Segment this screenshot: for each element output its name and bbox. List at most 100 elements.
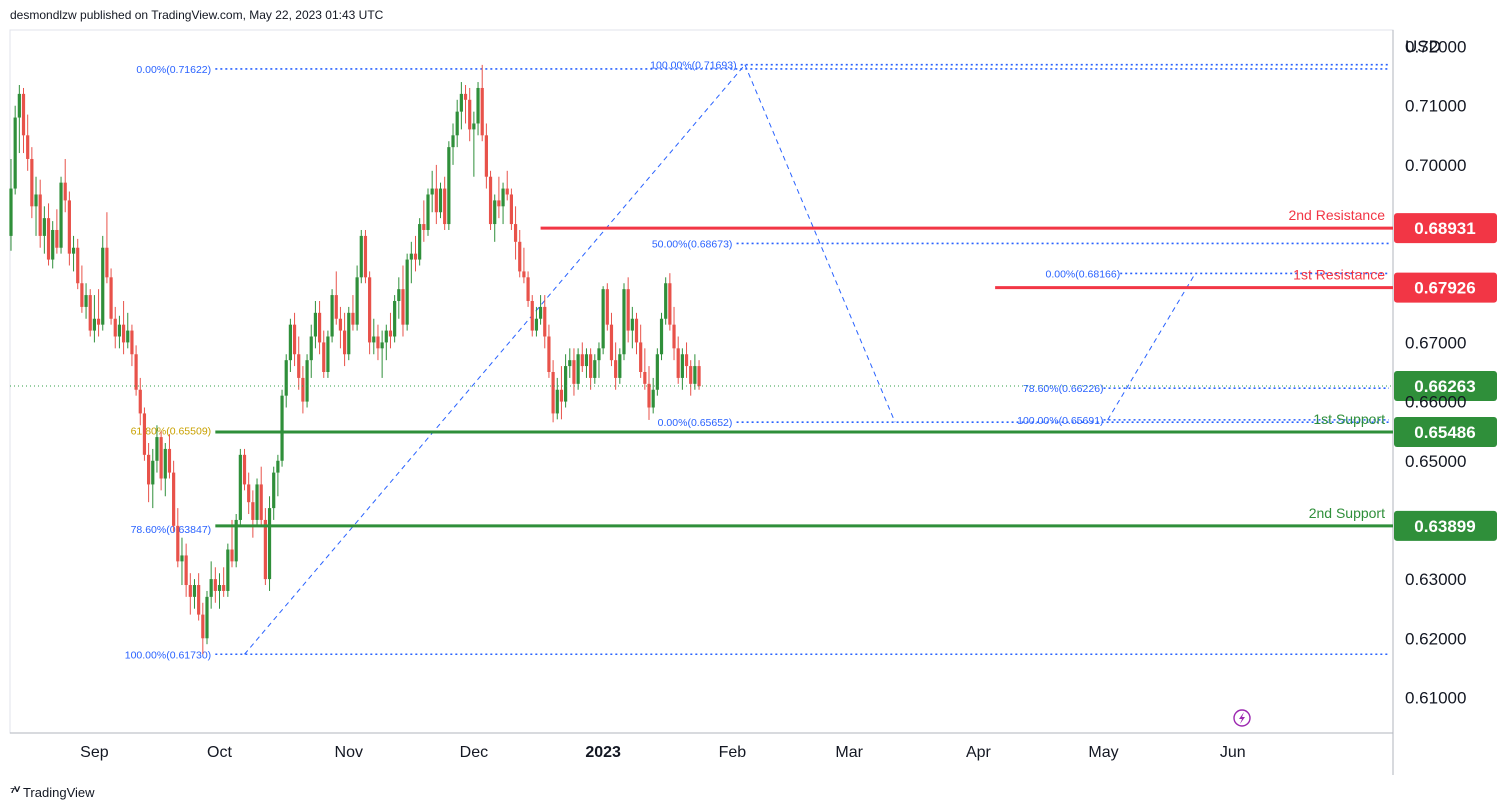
candle-body	[455, 111, 459, 136]
candle-body	[401, 289, 405, 325]
candle	[393, 295, 397, 343]
candle-body	[292, 324, 297, 355]
candle	[84, 283, 88, 319]
time-tick-label: Dec	[460, 744, 488, 761]
support-price-tag	[1394, 510, 1497, 541]
candle-body	[63, 182, 67, 201]
candle-body	[359, 235, 363, 278]
candle	[284, 354, 288, 408]
candle	[609, 312, 614, 367]
candle-body	[309, 336, 313, 361]
fib-label: 0.00%(0.71622)	[136, 64, 211, 76]
candle-body	[17, 93, 21, 118]
candle	[26, 114, 30, 171]
fib-label: 61.80%(0.65509)	[131, 426, 212, 438]
candle	[205, 590, 209, 645]
candle-body	[363, 235, 368, 278]
candle-body	[138, 389, 142, 414]
candle-body	[689, 366, 693, 384]
candle	[105, 212, 109, 284]
candle-body	[639, 342, 643, 372]
fib-label: 0.00%(0.68166)	[1045, 268, 1120, 280]
support-level-name: 2nd Support	[1309, 505, 1385, 521]
candle-body	[267, 508, 272, 580]
candle-body	[46, 218, 51, 260]
candle-body	[551, 372, 555, 414]
candle-body	[351, 312, 355, 325]
candle-body	[547, 336, 551, 372]
candle-body	[380, 342, 384, 349]
candle	[584, 348, 589, 378]
candle-body	[393, 300, 397, 337]
candle-body	[92, 318, 96, 331]
footer: ⁷ⱽ TradingView	[10, 784, 95, 800]
candle-body	[297, 354, 301, 378]
candle	[455, 99, 459, 148]
candle-body	[480, 87, 484, 136]
candle	[664, 277, 668, 325]
lightning-event-icon[interactable]	[1233, 709, 1251, 727]
candle-body	[513, 224, 518, 242]
candle-body	[276, 460, 280, 473]
candle	[655, 348, 659, 396]
candle-body	[680, 354, 684, 378]
candle-body	[693, 366, 697, 384]
candle	[280, 389, 284, 467]
candle	[538, 295, 543, 325]
candle	[301, 366, 305, 414]
candle-body	[647, 383, 651, 408]
candle	[42, 206, 46, 254]
candle-body	[664, 283, 668, 319]
candle	[618, 348, 622, 384]
candle-body	[555, 389, 559, 414]
candle	[651, 377, 655, 414]
candle-body	[564, 366, 568, 402]
time-tick-label: Jun	[1220, 744, 1246, 761]
candle-body	[438, 188, 443, 213]
candle	[668, 273, 672, 331]
fib-trend-line	[244, 64, 746, 655]
candle-body	[418, 224, 422, 260]
candle-body	[626, 289, 630, 331]
fib-trend-line	[1107, 273, 1196, 421]
candle	[443, 176, 447, 230]
candle-body	[343, 330, 347, 355]
candle	[213, 567, 217, 603]
candle-body	[522, 271, 526, 278]
candle	[192, 579, 197, 609]
candle	[355, 265, 359, 331]
candle	[188, 573, 192, 615]
candle-body	[242, 454, 247, 485]
candle-body	[59, 182, 63, 248]
candle-body	[142, 413, 147, 455]
candle-body	[205, 596, 209, 639]
price-tick-label: 0.70000	[1405, 156, 1466, 175]
candle-body	[167, 448, 172, 473]
candle	[263, 508, 267, 586]
candle	[38, 179, 42, 248]
candle-body	[518, 241, 522, 272]
candle	[405, 253, 409, 331]
candle-body	[288, 324, 292, 361]
time-tick-label: May	[1088, 744, 1118, 761]
candle	[639, 324, 643, 378]
candle	[151, 448, 155, 509]
candle	[509, 188, 513, 230]
candle-body	[589, 354, 593, 378]
candle	[597, 342, 601, 378]
candle-body	[463, 93, 468, 100]
candle-body	[447, 147, 451, 225]
candle	[46, 203, 51, 266]
candle	[155, 425, 159, 473]
candle	[501, 182, 505, 225]
price-chart[interactable]: 0.00%(0.71622) 100.00%(0.71693) 50.00%(0.6…	[0, 0, 1498, 775]
candle	[659, 312, 664, 361]
candle	[409, 241, 413, 284]
candle	[176, 508, 180, 568]
candle	[109, 268, 113, 325]
candle	[413, 235, 418, 272]
candle-body	[130, 330, 134, 355]
candle-body	[376, 336, 380, 349]
candle-body	[572, 360, 576, 384]
candle-body	[230, 549, 234, 562]
